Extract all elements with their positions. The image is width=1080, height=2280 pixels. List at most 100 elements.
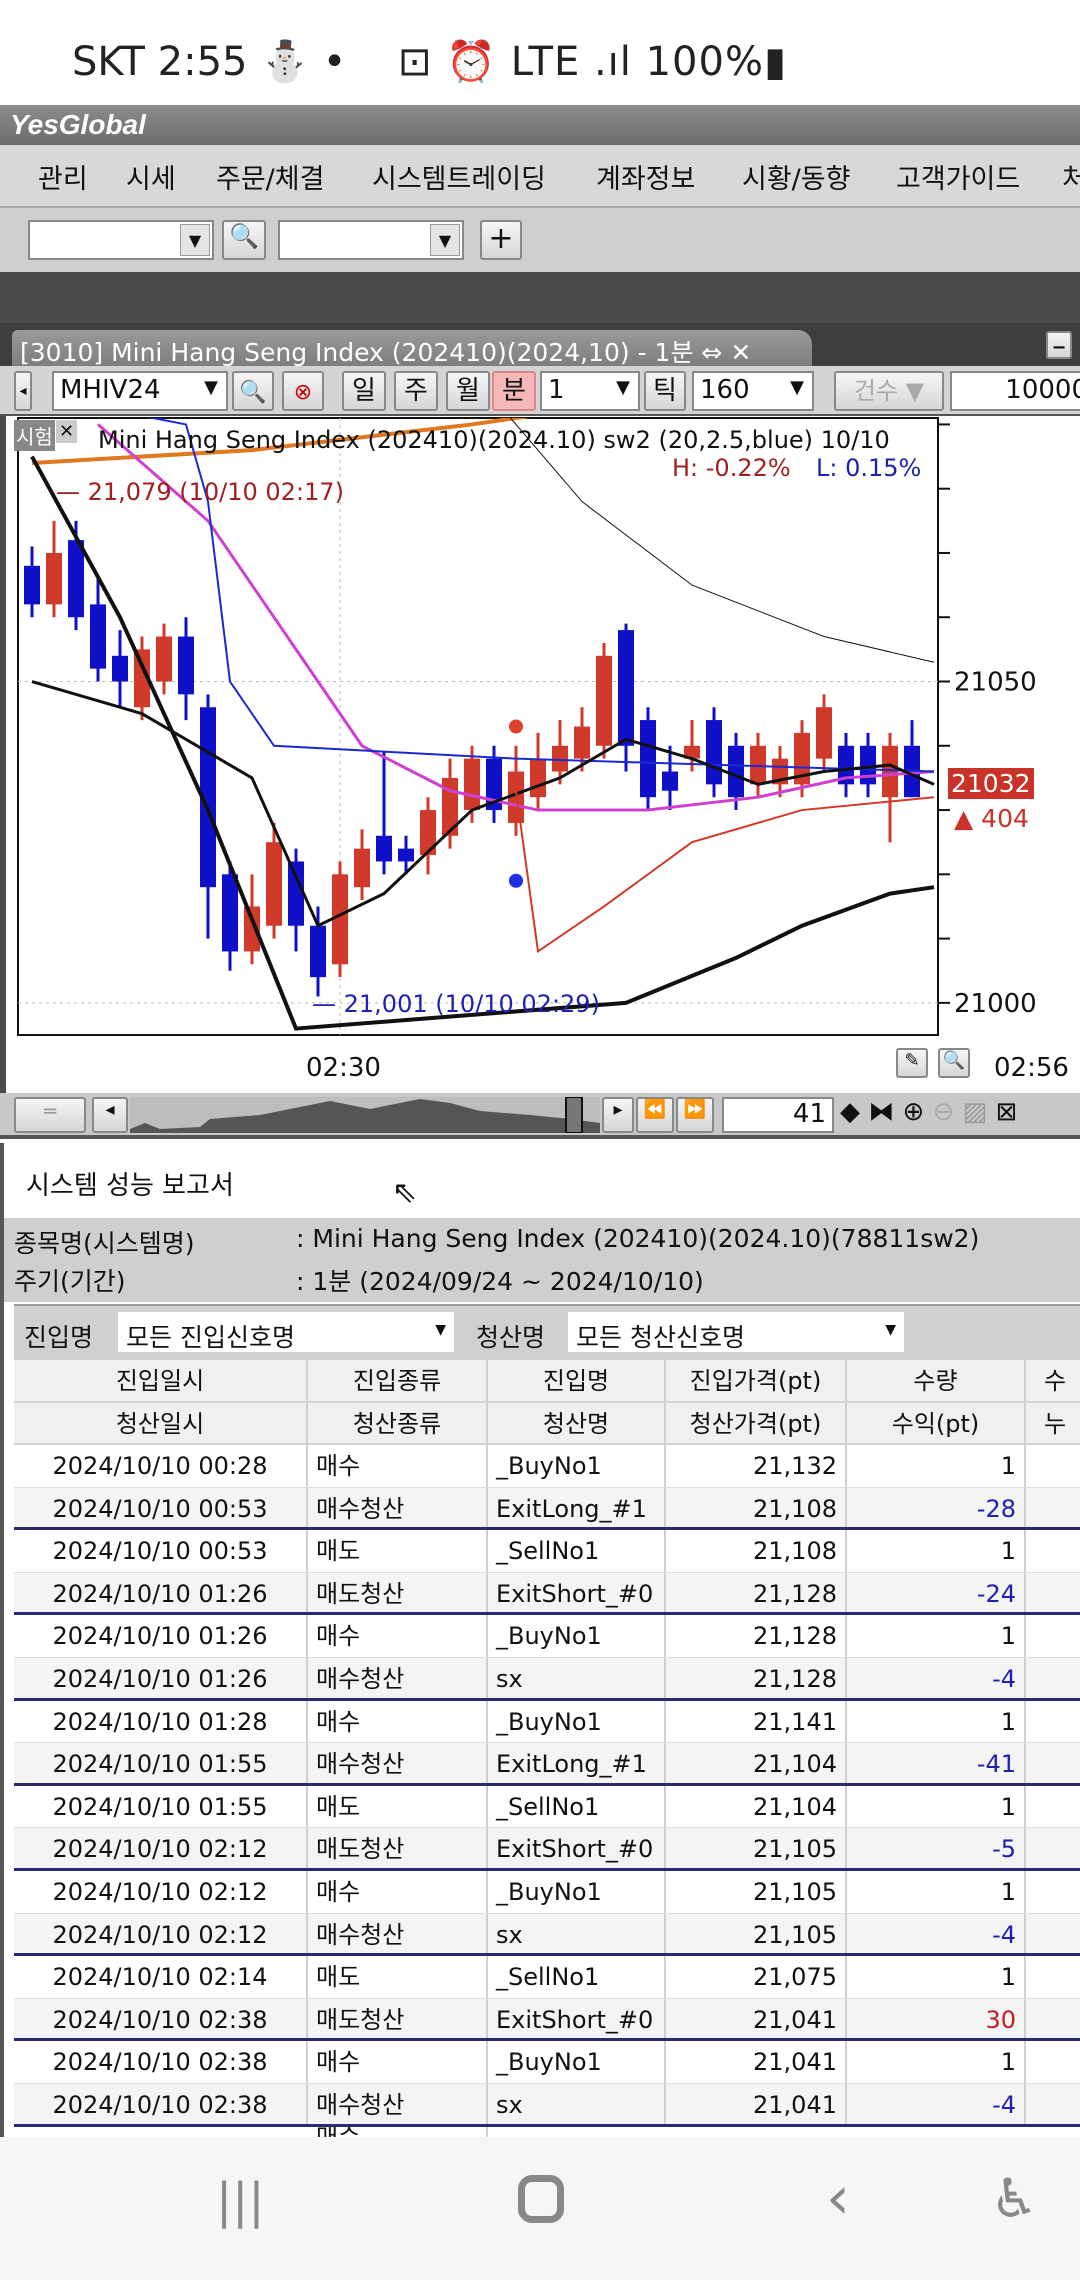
- table-cell[interactable]: [1026, 1743, 1080, 1783]
- visible-count-input[interactable]: 41: [722, 1097, 834, 1133]
- table-cell[interactable]: -24: [847, 1572, 1026, 1613]
- table-cell[interactable]: 21,105: [666, 1871, 847, 1913]
- period-button[interactable]: 일: [342, 371, 386, 411]
- menu-item[interactable]: 시세: [126, 164, 176, 195]
- table-cell[interactable]: sx: [488, 2084, 666, 2124]
- candlestick-chart[interactable]: 21050 21000 02:30 02:56: [6, 416, 1080, 1093]
- table-cell[interactable]: 21,141: [666, 1700, 847, 1743]
- table-cell[interactable]: [1026, 1573, 1080, 1613]
- search-button[interactable]: 🔍: [222, 220, 266, 260]
- table-cell[interactable]: [1026, 1914, 1080, 1954]
- scroll-right-button[interactable]: ▸: [602, 1097, 634, 1133]
- table-cell[interactable]: [1026, 1445, 1080, 1487]
- table-cell[interactable]: 2024/10/10 01:26: [14, 1658, 308, 1698]
- table-cell[interactable]: [1026, 1530, 1080, 1572]
- table-cell[interactable]: 2024/10/10 00:53: [14, 1487, 308, 1528]
- fast-forward-button[interactable]: ⏩: [676, 1097, 714, 1133]
- reset-icon[interactable]: ⊠: [995, 1097, 1018, 1127]
- menu-item[interactable]: 시황/동향: [742, 164, 851, 195]
- column-header[interactable]: 누: [1026, 1402, 1080, 1444]
- chart-window-tab[interactable]: [3010] Mini Hang Seng Index (202410)(202…: [12, 330, 812, 367]
- column-header[interactable]: 청산명: [488, 1402, 666, 1444]
- table-cell[interactable]: _BuyNo1: [488, 1615, 666, 1657]
- close-icon[interactable]: ✕: [730, 338, 752, 367]
- menu-item[interactable]: 고객가이드: [896, 164, 1021, 195]
- table-cell[interactable]: [1026, 2084, 1080, 2124]
- table-cell[interactable]: [1026, 1828, 1080, 1868]
- table-cell[interactable]: 1: [847, 1700, 1026, 1743]
- table-cell[interactable]: 2024/10/10 02:38: [14, 2084, 308, 2124]
- table-cell[interactable]: 21,128: [666, 1615, 847, 1657]
- column-header[interactable]: 수량: [847, 1360, 1026, 1401]
- menu-item[interactable]: 관리: [38, 164, 88, 195]
- table-cell[interactable]: 1: [847, 1530, 1026, 1572]
- table-cell[interactable]: _BuyNo1: [488, 1871, 666, 1913]
- table-cell[interactable]: 2024/10/10 00:28: [14, 1445, 308, 1487]
- column-header[interactable]: 수: [1026, 1360, 1080, 1401]
- add-button[interactable]: +: [480, 220, 522, 260]
- menu-item[interactable]: 계좌정보: [596, 164, 696, 195]
- column-header[interactable]: 청산종류: [308, 1402, 488, 1444]
- table-cell[interactable]: 1: [847, 1615, 1026, 1657]
- rewind-button[interactable]: ⏪: [636, 1097, 674, 1133]
- menu-item[interactable]: 주문/체결: [216, 164, 325, 195]
- table-cell[interactable]: 2024/10/10 02:12: [14, 1913, 308, 1954]
- table-cell[interactable]: [1026, 1488, 1080, 1528]
- exit-filter-select[interactable]: 모든 청산신호명 ▼: [568, 1312, 904, 1352]
- symbol-select[interactable]: MHIV24 ▼: [52, 371, 228, 411]
- expand-icon[interactable]: ◆: [840, 1097, 860, 1127]
- table-cell[interactable]: [1026, 1615, 1080, 1657]
- scroll-left-button[interactable]: ◂: [92, 1097, 128, 1133]
- table-cell[interactable]: ExitLong_#1: [488, 1487, 666, 1528]
- table-cell[interactable]: [1026, 1871, 1080, 1913]
- column-header[interactable]: 청산가격(pt): [666, 1402, 847, 1444]
- table-cell[interactable]: 2024/10/10 01:28: [14, 1700, 308, 1743]
- table-cell[interactable]: ExitShort_#0: [488, 1998, 666, 2039]
- count-input[interactable]: 10000: [950, 371, 1080, 411]
- table-cell[interactable]: [1026, 2041, 1080, 2083]
- period-button[interactable]: 주: [394, 371, 438, 411]
- scroll-left-button[interactable]: ◂: [14, 371, 32, 411]
- tick-button[interactable]: 틱: [644, 371, 686, 411]
- column-header[interactable]: 진입종류: [308, 1360, 488, 1401]
- table-cell[interactable]: sx: [488, 1658, 666, 1698]
- chart-area[interactable]: 21050 21000 02:30 02:56 시험 ✕ Mini Hang Seng…: [0, 416, 1080, 1093]
- column-header[interactable]: 진입가격(pt): [666, 1360, 847, 1401]
- table-cell[interactable]: 매수청산: [308, 1658, 488, 1698]
- table-cell[interactable]: 21,128: [666, 1572, 847, 1613]
- scroll-thumb[interactable]: [565, 1097, 583, 1133]
- table-cell[interactable]: 21,041: [666, 2084, 847, 2124]
- table-cell[interactable]: -4: [847, 1658, 1026, 1698]
- table-cell[interactable]: [1026, 1701, 1080, 1743]
- table-cell[interactable]: -28: [847, 1487, 1026, 1528]
- table-cell[interactable]: 매수청산: [308, 1913, 488, 1954]
- table-cell[interactable]: 2024/10/10 02:38: [14, 1998, 308, 2039]
- table-cell[interactable]: 2024/10/10 02:12: [14, 1828, 308, 1868]
- zoom-out-icon[interactable]: ⊖: [932, 1097, 955, 1127]
- search-cancel-button[interactable]: ⊗: [282, 371, 324, 411]
- table-cell[interactable]: 21,041: [666, 1998, 847, 2039]
- table-cell[interactable]: ExitShort_#0: [488, 1828, 666, 1868]
- table-cell[interactable]: 매수: [308, 1700, 488, 1743]
- table-cell[interactable]: 21,075: [666, 1956, 847, 1998]
- table-cell[interactable]: 매수: [308, 2041, 488, 2083]
- zoom-in-icon[interactable]: ⊕: [902, 1097, 925, 1127]
- table-cell[interactable]: 매수청산: [308, 1743, 488, 1783]
- link-icon[interactable]: ⇔: [701, 338, 723, 367]
- table-cell[interactable]: 매도청산: [308, 1828, 488, 1868]
- tick-select[interactable]: 160 ▼: [692, 371, 814, 411]
- shrink-icon[interactable]: ⧓: [868, 1097, 895, 1127]
- table-cell[interactable]: 2024/10/10 01:26: [14, 1615, 308, 1657]
- menu-item[interactable]: 시스템트레이딩: [372, 164, 546, 195]
- table-cell[interactable]: -4: [847, 1913, 1026, 1954]
- table-cell[interactable]: 매도청산: [308, 1998, 488, 2039]
- table-cell[interactable]: 2024/10/10 01:26: [14, 1572, 308, 1613]
- table-cell[interactable]: 매도: [308, 1530, 488, 1572]
- table-cell[interactable]: [1026, 1658, 1080, 1698]
- table-cell[interactable]: 매수: [308, 1615, 488, 1657]
- table-cell[interactable]: 2024/10/10 02:12: [14, 1871, 308, 1913]
- interval-select[interactable]: 1 ▼: [540, 371, 640, 411]
- table-cell[interactable]: -41: [847, 1743, 1026, 1783]
- fit-icon[interactable]: ▨: [962, 1097, 988, 1127]
- table-cell[interactable]: 매수청산: [308, 2084, 488, 2124]
